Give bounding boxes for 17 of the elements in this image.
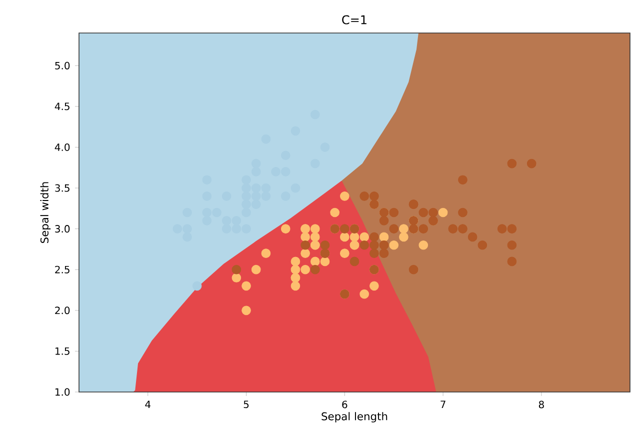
x-tick-label: 5: [244, 400, 249, 408]
y-tick-label: 3.5: [55, 184, 70, 192]
y-tick-label: 3.0: [55, 225, 70, 233]
y-tick-label: 1.5: [56, 347, 70, 355]
x-axis-title: Sepal length: [322, 412, 388, 422]
y-tick-label: 4.0: [54, 143, 70, 152]
x-tick-label: 8: [538, 400, 544, 408]
chart-title: C=1: [342, 15, 366, 24]
y-tick-label: 1.0: [56, 388, 70, 396]
y-tick-label: 2.0: [55, 306, 70, 314]
y-axis-title: Sepal width: [40, 182, 51, 243]
x-tick-label: 7: [440, 400, 446, 408]
x-tick-label: 6: [342, 400, 348, 408]
x-tick-label: 4: [145, 400, 150, 408]
y-tick-label: 2.5: [55, 266, 70, 274]
y-tick-label: 4.5: [54, 102, 70, 110]
y-tick-label: 5.0: [55, 62, 70, 70]
